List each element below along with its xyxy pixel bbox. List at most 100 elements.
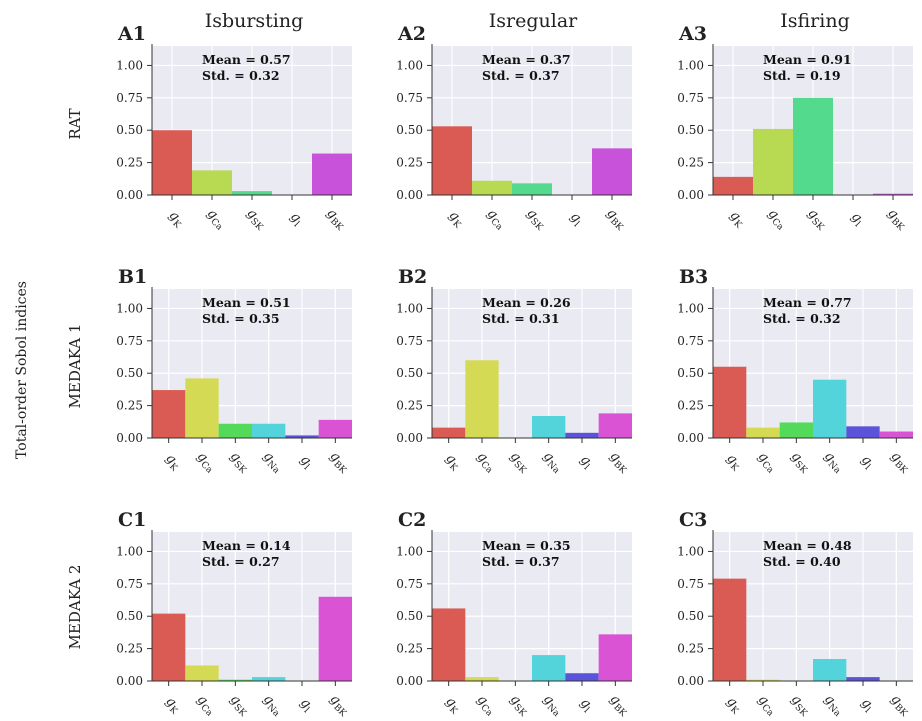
bar-g-l	[846, 677, 880, 681]
y-tick-label: 1.00	[396, 544, 423, 558]
y-tick-label: 0.75	[116, 577, 143, 591]
x-tick-label: gl	[847, 209, 867, 229]
y-tick-label: 0.25	[396, 399, 423, 413]
bar-g-ca	[465, 360, 499, 438]
x-tick-label: gl	[576, 695, 596, 715]
x-tick-label: gNa	[539, 449, 567, 477]
mean-annotation: Mean = 0.77	[763, 295, 852, 310]
y-tick-label: 0.25	[116, 642, 143, 656]
bar-g-l	[846, 426, 880, 438]
bar-g-bk	[598, 634, 632, 681]
y-tick-label: 0.75	[396, 577, 423, 591]
mean-annotation: Mean = 0.14	[202, 538, 291, 553]
y-tick-label: 0.25	[677, 642, 704, 656]
std-annotation: Std. = 0.37	[482, 68, 560, 83]
x-tick-label: gl	[566, 209, 586, 229]
std-annotation: Std. = 0.40	[763, 554, 841, 569]
x-tick-label: gNa	[259, 692, 287, 720]
bar-g-ca	[465, 677, 499, 681]
mean-annotation: Mean = 0.57	[202, 52, 291, 67]
x-tick-label: gBK	[886, 449, 914, 477]
y-tick-label: 1.00	[677, 58, 704, 72]
y-tick-label: 0.00	[396, 431, 423, 445]
y-tick-label: 1.00	[116, 301, 143, 315]
y-tick-label: 0.25	[116, 399, 143, 413]
y-tick-label: 0.00	[677, 674, 704, 688]
bar-g-k	[152, 130, 192, 195]
y-tick-label: 0.00	[396, 674, 423, 688]
bar-g-sk	[218, 423, 252, 438]
x-tick-label: gl	[296, 695, 316, 715]
y-tick-label: 1.00	[116, 58, 143, 72]
y-tick-label: 1.00	[396, 58, 423, 72]
bar-g-na	[813, 658, 847, 681]
x-tick-label: gK	[722, 451, 745, 474]
x-tick-label: gl	[857, 695, 877, 715]
x-tick-label: gBK	[325, 692, 353, 720]
x-tick-label: gK	[161, 694, 184, 717]
y-tick-label: 0.00	[116, 188, 143, 202]
x-tick-label: gSK	[803, 206, 830, 233]
panel-label: C3	[679, 509, 707, 531]
x-tick-label: gSK	[226, 692, 253, 719]
x-tick-label: gSK	[522, 206, 549, 233]
std-annotation: Std. = 0.31	[482, 311, 560, 326]
x-tick-label: gCa	[753, 692, 780, 719]
std-annotation: Std. = 0.19	[763, 68, 841, 83]
y-tick-label: 1.00	[677, 301, 704, 315]
y-tick-label: 0.50	[677, 123, 704, 137]
bar-g-k	[432, 126, 472, 195]
mean-annotation: Mean = 0.51	[202, 295, 291, 310]
std-annotation: Std. = 0.32	[763, 311, 841, 326]
y-tick-label: 0.00	[396, 188, 423, 202]
x-tick-label: gCa	[192, 692, 219, 719]
panel-label: B2	[398, 266, 427, 288]
mean-annotation: Mean = 0.48	[763, 538, 852, 553]
bar-g-l	[285, 435, 319, 438]
x-tick-label: gBK	[322, 206, 350, 234]
bar-g-sk	[218, 679, 252, 681]
x-tick-label: gl	[857, 452, 877, 472]
x-tick-label: gSK	[787, 692, 814, 719]
y-tick-label: 0.75	[677, 334, 704, 348]
panel-label: C1	[118, 509, 146, 531]
y-tick-label: 0.25	[677, 156, 704, 170]
mean-annotation: Mean = 0.35	[482, 538, 571, 553]
mean-annotation: Mean = 0.37	[482, 52, 571, 67]
x-tick-label: gSK	[506, 692, 533, 719]
row-label-medaka2: MEDAKA 2	[66, 565, 84, 650]
x-tick-label: gCa	[202, 206, 229, 233]
y-tick-label: 0.50	[116, 123, 143, 137]
bar-g-bk	[592, 148, 632, 195]
y-tick-label: 0.00	[677, 431, 704, 445]
bar-g-ca	[753, 128, 793, 195]
panel-label: A1	[117, 23, 146, 45]
column-title-3: Isfiring	[780, 10, 850, 32]
y-tick-label: 0.75	[677, 577, 704, 591]
y-tick-label: 0.50	[677, 609, 704, 623]
x-tick-label: gBK	[325, 449, 353, 477]
y-tick-label: 0.50	[396, 366, 423, 380]
x-tick-label: gK	[441, 694, 464, 717]
bar-g-bk	[312, 153, 352, 195]
column-title-1: Isbursting	[205, 10, 304, 32]
x-tick-label: gNa	[820, 449, 848, 477]
bar-g-sk	[793, 97, 833, 195]
x-tick-label: gCa	[482, 206, 509, 233]
x-tick-label: gK	[441, 451, 464, 474]
y-tick-label: 1.00	[116, 544, 143, 558]
bar-g-ca	[185, 665, 219, 681]
bar-g-k	[713, 366, 747, 438]
bar-g-k	[152, 613, 186, 681]
mean-annotation: Mean = 0.26	[482, 295, 571, 310]
panel-label: C2	[398, 509, 426, 531]
x-tick-label: gK	[725, 208, 748, 231]
x-tick-label: gl	[286, 209, 306, 229]
bar-g-na	[532, 415, 566, 438]
